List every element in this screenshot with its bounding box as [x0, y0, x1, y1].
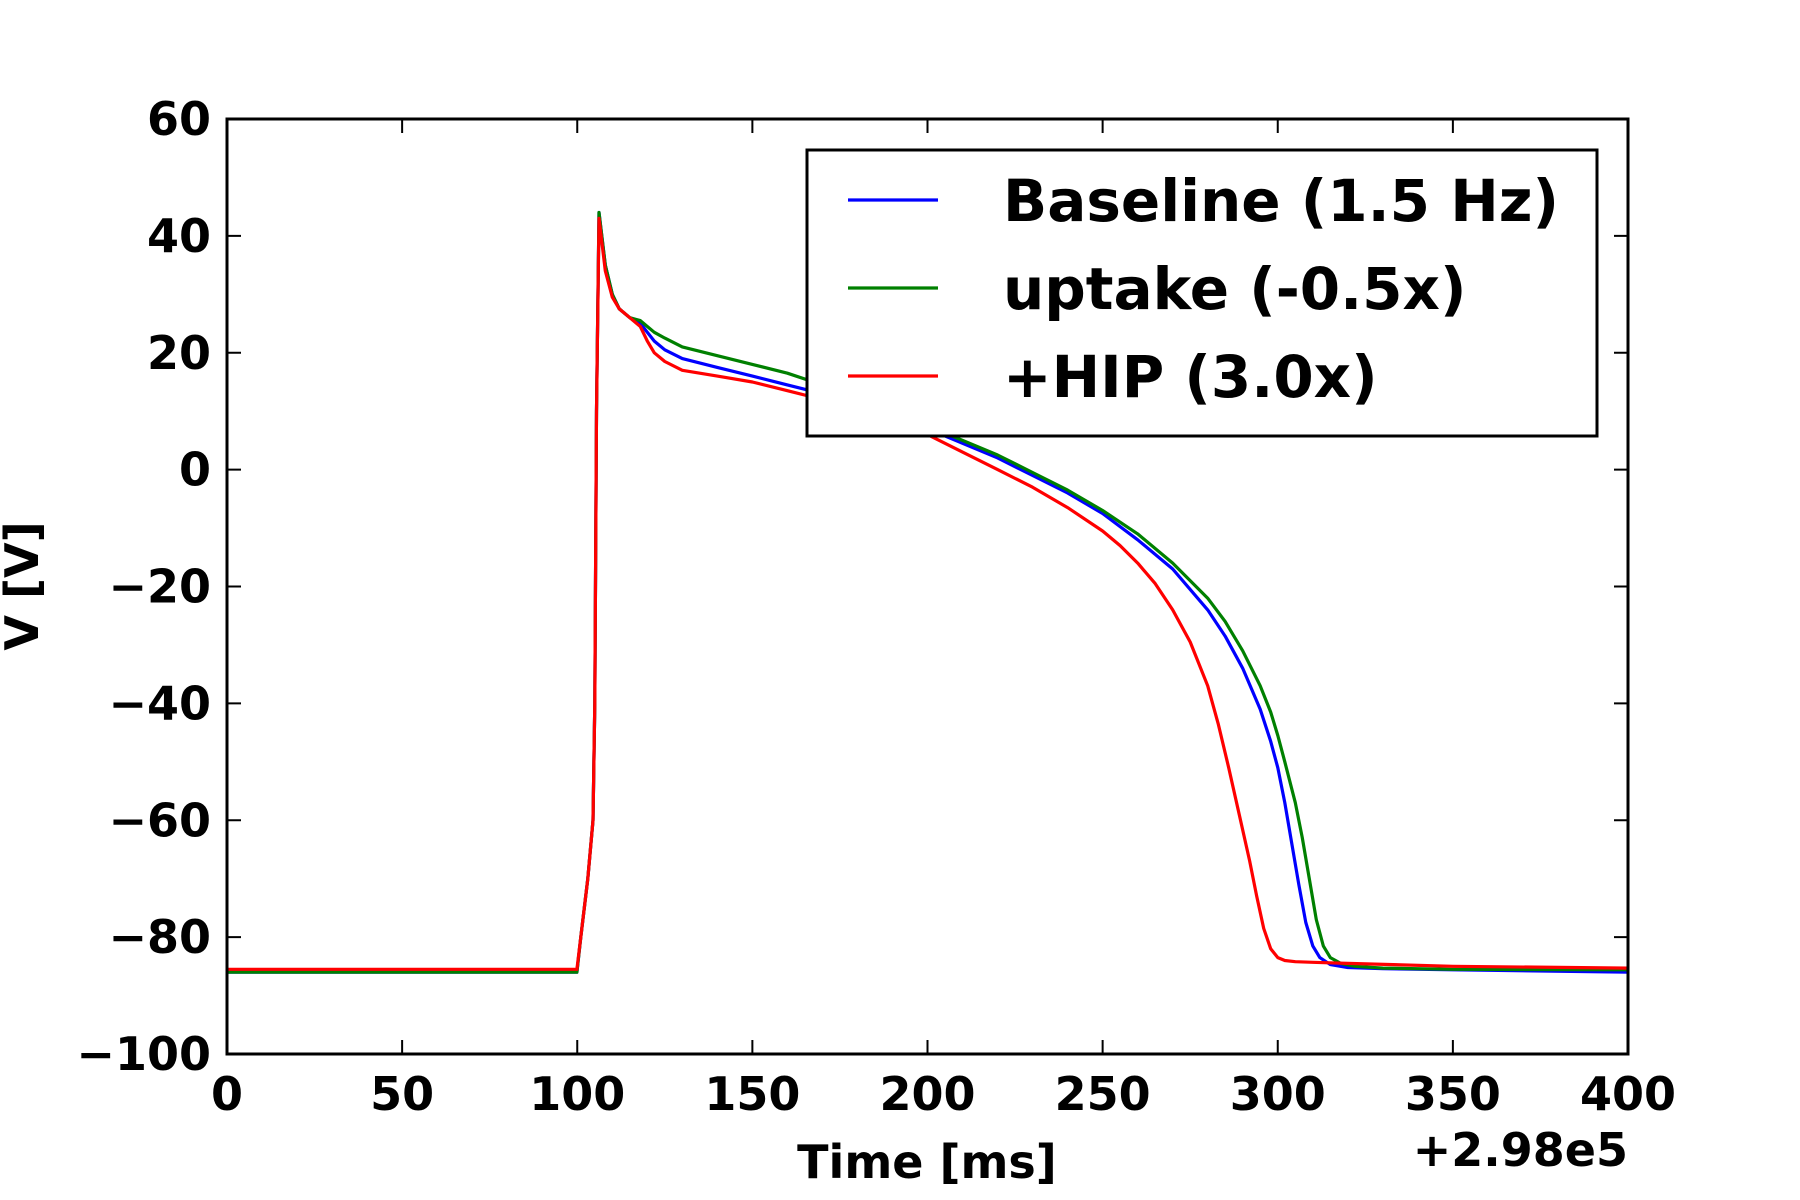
legend-label-2: +HIP (3.0x) — [1003, 343, 1378, 411]
y-tick-label: −100 — [76, 1027, 211, 1081]
legend: Baseline (1.5 Hz) uptake (-0.5x) +HIP (3.0… — [805, 148, 1599, 438]
x-tick-label: 300 — [1230, 1067, 1326, 1121]
y-axis-ticks: −100 −80 −60 −40 −20 0 20 40 60 — [76, 92, 1628, 1081]
plot-frame — [225, 117, 1630, 1056]
legend-label-1: uptake (-0.5x) — [1003, 255, 1466, 323]
x-tick-label: 100 — [529, 1067, 625, 1121]
y-tick-label: −40 — [108, 676, 211, 730]
y-tick-label: −20 — [108, 560, 211, 614]
x-tick-label: 50 — [370, 1067, 434, 1121]
x-tick-label: 400 — [1580, 1067, 1676, 1121]
legend-box — [805, 148, 1599, 438]
series-line-2 — [227, 216, 1629, 971]
y-tick-label: 20 — [147, 326, 211, 380]
legend-label-0: Baseline (1.5 Hz) — [1003, 167, 1559, 235]
x-tick-label: 350 — [1405, 1067, 1501, 1121]
x-axis-ticks: 0 50 100 150 200 250 300 350 400 — [211, 119, 1676, 1121]
y-tick-label: 40 — [147, 209, 211, 263]
y-tick-label: −60 — [108, 793, 211, 847]
x-tick-label: 150 — [704, 1067, 800, 1121]
x-tick-label: 0 — [211, 1067, 243, 1121]
x-tick-label: 250 — [1055, 1067, 1151, 1121]
y-tick-label: 0 — [179, 443, 211, 497]
x-tick-label: 200 — [879, 1067, 975, 1121]
x-axis-label: Time [ms] — [797, 1135, 1057, 1189]
y-tick-label: −80 — [108, 910, 211, 964]
y-tick-label: 60 — [147, 92, 211, 146]
y-axis-label: V [V] — [0, 521, 49, 650]
x-axis-offset-label: +2.98e5 — [1413, 1123, 1628, 1177]
